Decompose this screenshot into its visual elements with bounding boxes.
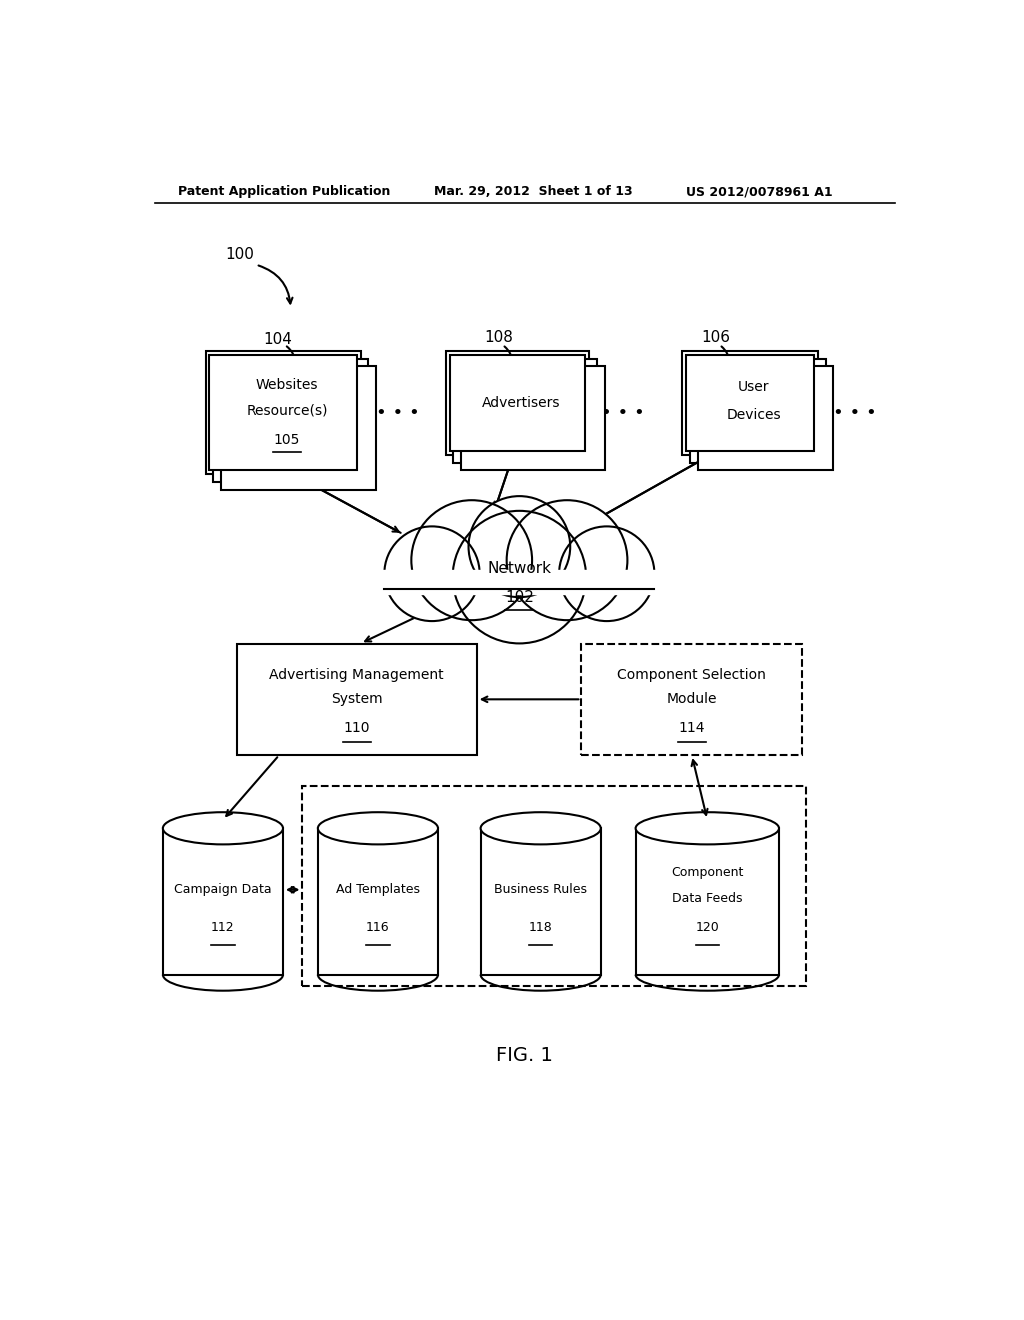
Text: 108: 108: [484, 330, 513, 345]
FancyBboxPatch shape: [690, 359, 825, 462]
Text: Data Feeds: Data Feeds: [672, 892, 742, 906]
FancyBboxPatch shape: [461, 367, 604, 470]
FancyBboxPatch shape: [480, 829, 601, 974]
Text: 116: 116: [367, 921, 390, 935]
Circle shape: [412, 500, 532, 620]
Text: Component: Component: [671, 866, 743, 879]
FancyBboxPatch shape: [697, 367, 834, 470]
Text: 104: 104: [263, 331, 293, 347]
FancyBboxPatch shape: [302, 785, 806, 986]
FancyBboxPatch shape: [445, 351, 589, 455]
Ellipse shape: [636, 812, 779, 845]
Ellipse shape: [163, 812, 283, 845]
Text: Campaign Data: Campaign Data: [174, 883, 271, 896]
FancyBboxPatch shape: [377, 570, 663, 594]
FancyBboxPatch shape: [221, 367, 376, 490]
FancyBboxPatch shape: [450, 355, 586, 451]
FancyBboxPatch shape: [454, 359, 597, 462]
Text: Advertisers: Advertisers: [482, 396, 560, 411]
FancyBboxPatch shape: [206, 351, 360, 474]
Text: Ad Templates: Ad Templates: [336, 883, 420, 896]
Text: Component Selection: Component Selection: [617, 668, 766, 681]
FancyBboxPatch shape: [163, 829, 283, 974]
Text: Business Rules: Business Rules: [495, 883, 587, 896]
Text: 105: 105: [273, 433, 300, 446]
Text: Network: Network: [487, 561, 551, 577]
FancyBboxPatch shape: [582, 644, 802, 755]
FancyBboxPatch shape: [636, 829, 779, 974]
FancyBboxPatch shape: [237, 644, 477, 755]
Text: Websites: Websites: [256, 379, 318, 392]
Text: • • •: • • •: [834, 404, 877, 421]
Text: Patent Application Publication: Patent Application Publication: [178, 185, 391, 198]
Text: System: System: [331, 692, 382, 706]
Text: 106: 106: [701, 330, 730, 345]
Text: 120: 120: [695, 921, 719, 935]
Text: User: User: [738, 380, 770, 395]
Circle shape: [453, 511, 586, 643]
FancyBboxPatch shape: [682, 351, 818, 455]
Text: Advertising Management: Advertising Management: [269, 668, 444, 681]
Circle shape: [384, 527, 479, 622]
Text: US 2012/0078961 A1: US 2012/0078961 A1: [686, 185, 833, 198]
Circle shape: [507, 500, 628, 620]
Text: FIG. 1: FIG. 1: [497, 1045, 553, 1065]
Text: 102: 102: [505, 590, 534, 605]
Ellipse shape: [480, 812, 601, 845]
Ellipse shape: [317, 812, 438, 845]
Text: 110: 110: [343, 721, 370, 735]
Text: • • •: • • •: [376, 404, 420, 421]
Text: Devices: Devices: [726, 408, 781, 422]
Text: 118: 118: [528, 921, 553, 935]
Text: • • •: • • •: [601, 404, 644, 421]
Text: 114: 114: [679, 721, 706, 735]
Text: 100: 100: [225, 247, 254, 263]
Circle shape: [559, 527, 654, 622]
FancyBboxPatch shape: [213, 359, 369, 482]
Circle shape: [469, 496, 570, 597]
FancyBboxPatch shape: [317, 829, 438, 974]
Text: 112: 112: [211, 921, 234, 935]
Text: Module: Module: [667, 692, 717, 706]
FancyBboxPatch shape: [686, 355, 814, 451]
Text: Resource(s): Resource(s): [246, 403, 328, 417]
FancyBboxPatch shape: [209, 355, 356, 470]
Text: Mar. 29, 2012  Sheet 1 of 13: Mar. 29, 2012 Sheet 1 of 13: [434, 185, 633, 198]
